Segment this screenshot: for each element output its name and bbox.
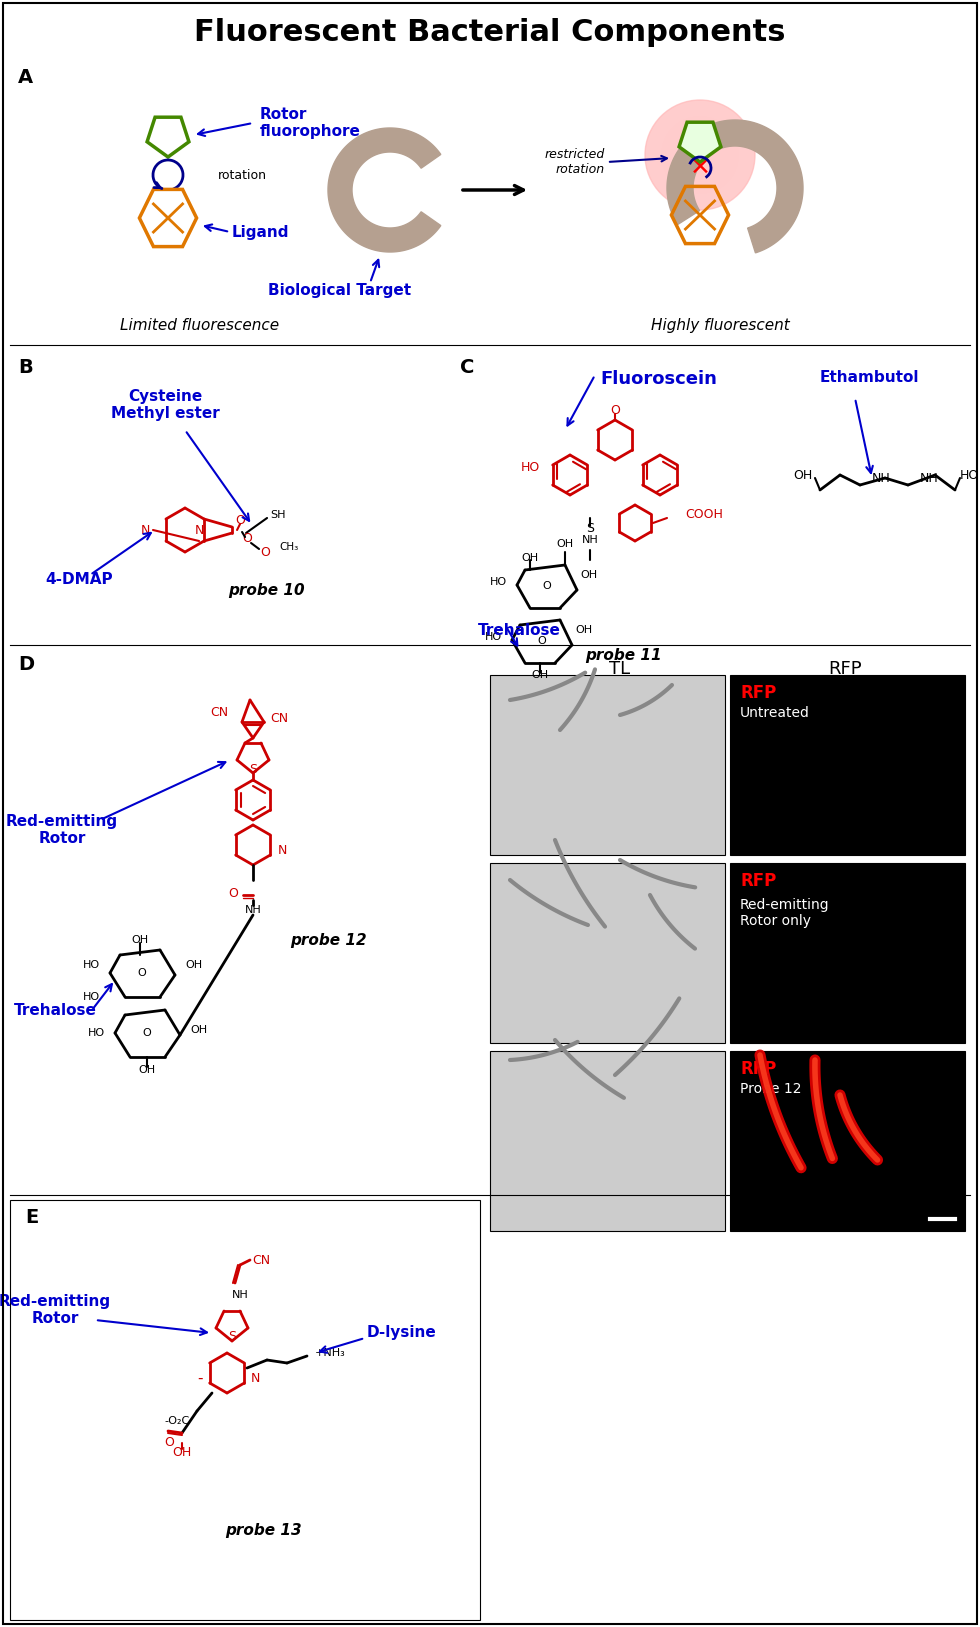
Text: Red-emitting
Rotor: Red-emitting Rotor <box>0 1293 111 1326</box>
Text: restricted
rotation: restricted rotation <box>545 148 605 176</box>
Text: Biological Target: Biological Target <box>269 283 412 298</box>
Text: Red-emitting
Rotor: Red-emitting Rotor <box>6 814 118 846</box>
Text: O: O <box>137 968 146 978</box>
Text: Red-emitting
Rotor only: Red-emitting Rotor only <box>740 898 830 927</box>
Text: S: S <box>586 522 594 535</box>
Text: E: E <box>25 1207 38 1227</box>
Text: OH: OH <box>172 1446 192 1459</box>
Circle shape <box>645 99 755 210</box>
Text: N: N <box>194 524 204 537</box>
Text: O: O <box>242 532 252 545</box>
Text: Highly fluorescent: Highly fluorescent <box>651 317 789 332</box>
Text: Fluoroscein: Fluoroscein <box>600 369 717 387</box>
Text: Probe 12: Probe 12 <box>740 1082 802 1097</box>
Text: OH: OH <box>131 936 149 945</box>
Text: SH: SH <box>270 509 285 521</box>
Text: O: O <box>543 581 552 591</box>
Text: 4-DMAP: 4-DMAP <box>45 573 113 587</box>
Circle shape <box>662 117 738 194</box>
Text: RFP: RFP <box>740 1061 776 1079</box>
Text: CN: CN <box>210 706 228 719</box>
Text: COOH: COOH <box>685 509 723 522</box>
Text: D: D <box>18 656 34 674</box>
Text: ✕: ✕ <box>690 156 710 181</box>
Text: C: C <box>460 358 474 377</box>
Bar <box>490 1051 725 1232</box>
Bar <box>490 862 725 1043</box>
Text: rotation: rotation <box>218 169 267 182</box>
Polygon shape <box>667 120 803 252</box>
Text: B: B <box>18 358 32 377</box>
Bar <box>730 862 965 1043</box>
Bar <box>10 1201 480 1620</box>
Text: S: S <box>249 763 257 776</box>
Text: OH: OH <box>580 569 597 579</box>
Text: N: N <box>278 843 287 856</box>
Text: OH: OH <box>190 1025 207 1035</box>
Text: NH: NH <box>245 905 262 914</box>
Text: O: O <box>164 1437 174 1450</box>
Text: Ligand: Ligand <box>232 225 289 239</box>
Text: probe 10: probe 10 <box>228 582 305 597</box>
Text: N: N <box>251 1372 261 1385</box>
Text: O: O <box>143 1028 151 1038</box>
Polygon shape <box>328 129 441 252</box>
Text: O: O <box>235 514 245 527</box>
Text: N: N <box>140 524 150 537</box>
Bar <box>490 675 725 856</box>
Text: Trehalose: Trehalose <box>478 623 561 638</box>
Text: HO: HO <box>83 960 100 970</box>
Text: O: O <box>228 887 238 900</box>
Text: OH: OH <box>793 469 812 482</box>
Text: TL: TL <box>610 661 630 678</box>
Text: probe 13: probe 13 <box>225 1523 302 1538</box>
Bar <box>730 1051 965 1232</box>
Text: HO: HO <box>520 460 540 473</box>
Text: OH: OH <box>185 960 202 970</box>
Text: HO: HO <box>83 992 100 1002</box>
Text: Rotor
fluorophore: Rotor fluorophore <box>260 107 361 140</box>
Text: A: A <box>18 68 33 86</box>
Text: O: O <box>611 403 620 417</box>
Text: OH: OH <box>557 539 573 548</box>
Text: Limited fluorescence: Limited fluorescence <box>121 317 279 332</box>
Text: NH: NH <box>920 472 939 485</box>
Text: Fluorescent Bacterial Components: Fluorescent Bacterial Components <box>194 18 786 47</box>
Text: probe 11: probe 11 <box>585 648 662 662</box>
Text: Cysteine
Methyl ester: Cysteine Methyl ester <box>111 389 220 421</box>
Text: O: O <box>538 636 547 646</box>
Text: RFP: RFP <box>740 872 776 890</box>
Text: +NH₃: +NH₃ <box>315 1349 346 1359</box>
Text: NH: NH <box>872 472 891 485</box>
Text: HO: HO <box>960 469 979 482</box>
Text: S: S <box>228 1331 236 1344</box>
Text: OH: OH <box>521 553 539 563</box>
Text: CN: CN <box>252 1253 270 1266</box>
Text: -O₂C: -O₂C <box>165 1415 190 1425</box>
Text: Untreated: Untreated <box>740 706 809 721</box>
Text: OH: OH <box>575 625 592 635</box>
Text: HO: HO <box>485 631 502 643</box>
Text: Trehalose: Trehalose <box>14 1002 96 1017</box>
Text: -: - <box>198 1370 203 1386</box>
Text: RFP: RFP <box>828 661 861 678</box>
Text: OH: OH <box>138 1066 156 1075</box>
Text: Ethambutol: Ethambutol <box>820 369 919 386</box>
Bar <box>730 675 965 856</box>
Text: probe 12: probe 12 <box>290 932 367 947</box>
Text: OH: OH <box>531 670 549 680</box>
Text: CN: CN <box>270 711 288 724</box>
Text: D-lysine: D-lysine <box>367 1326 437 1341</box>
Text: NH: NH <box>231 1290 248 1300</box>
Text: O: O <box>260 547 270 560</box>
Text: CH₃: CH₃ <box>279 542 298 552</box>
Text: HO: HO <box>490 578 507 587</box>
Text: NH: NH <box>581 535 599 545</box>
Text: HO: HO <box>88 1028 105 1038</box>
Text: RFP: RFP <box>740 683 776 701</box>
Polygon shape <box>679 122 721 163</box>
